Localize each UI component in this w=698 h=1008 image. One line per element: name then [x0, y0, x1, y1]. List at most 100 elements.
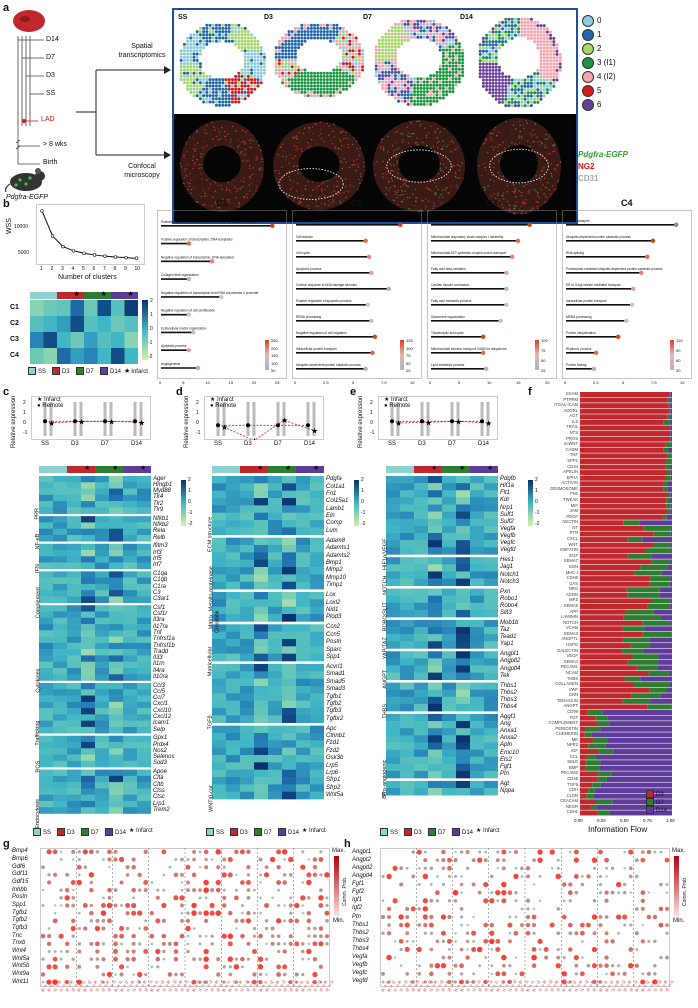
comm-dot: [186, 934, 190, 938]
flow-bar-d3: [580, 631, 643, 637]
flow-bar-d14: [669, 419, 672, 425]
comm-dot: [113, 956, 118, 962]
flow-bar-d14: [659, 587, 672, 593]
lollipop-title: C1: [216, 198, 228, 208]
comm-dot: [301, 942, 305, 946]
heat-cell: [123, 655, 138, 662]
heat-cell: [296, 527, 311, 536]
heat-cell: [456, 547, 471, 555]
heat-cell: [268, 527, 283, 536]
heat-cell: [240, 574, 255, 583]
b-scale-0: 0: [150, 326, 153, 332]
heat-cell: [470, 619, 485, 628]
lollipop-term: MRNA processing: [566, 315, 592, 319]
heat-cell: [386, 588, 401, 596]
heat-cell: [67, 689, 82, 696]
heat-cell: [226, 614, 241, 622]
heat-cell: [43, 300, 57, 316]
heat-cell: [442, 703, 457, 712]
heat-cell: [81, 528, 96, 536]
scale-tick: -2: [188, 521, 193, 527]
flow-bar-d7: [597, 721, 610, 727]
heat-cell: [53, 788, 68, 795]
flow-bar-d14: [670, 436, 672, 442]
legend-remote: ● Remote: [210, 403, 237, 409]
lollipop-scale: 120: [676, 338, 683, 343]
heat-cell: [310, 777, 324, 785]
heat-cell: [53, 760, 68, 768]
lollipop-dot: [363, 238, 368, 243]
comm-dot: [465, 939, 470, 944]
header-cell: [428, 466, 442, 473]
heat-cell: [226, 732, 241, 741]
scale-tick: -2: [361, 521, 366, 527]
heat-cell: [310, 476, 324, 484]
comm-dot: [453, 858, 458, 863]
communication-dot-plot: [380, 848, 670, 987]
ligand-label: Tgfb3: [12, 925, 28, 931]
comm-dot: [434, 890, 440, 896]
heat-cell: [470, 564, 485, 572]
gene-label: Ccl3: [153, 682, 165, 689]
comm-dot: [222, 903, 227, 908]
gene-label: Vegfd: [500, 547, 516, 554]
heat-cell: [226, 693, 241, 701]
comm-dot: [325, 942, 329, 946]
heat-cell: [123, 642, 138, 650]
comm-dot: [398, 938, 404, 944]
flow-bar-d14: [670, 392, 672, 398]
comm-dot: [508, 964, 512, 968]
heat-cell: [428, 504, 443, 512]
heat-cell: [123, 760, 138, 768]
heat-cell: [442, 788, 457, 796]
group-label: BP: [381, 791, 388, 799]
heat-cell: [240, 527, 255, 536]
lollipop-dot: [369, 318, 374, 323]
heat-cell: [84, 332, 98, 348]
heat-cell: [484, 619, 498, 628]
heat-cell: [95, 494, 110, 502]
scale-tick: 0: [188, 499, 191, 505]
group-label: IFN: [34, 564, 41, 574]
heat-cell: [310, 639, 324, 647]
scale-tick: 0: [361, 499, 364, 505]
comm-dot: [41, 957, 45, 961]
comm-dot: [452, 889, 459, 896]
lollipop-scale: 25: [406, 368, 411, 373]
heat-cell: [484, 532, 498, 541]
comm-dot: [313, 934, 317, 939]
xtick: D7: [274, 441, 282, 447]
heat-cell: [268, 678, 283, 687]
comm-dot: [519, 971, 525, 977]
pathway-label: SPP1: [567, 457, 578, 463]
heat-cell: [470, 780, 485, 789]
comm-dot: [143, 926, 149, 931]
lollipop-chart: Positive regulation of transcription fro…: [157, 210, 287, 379]
heat-cell: [95, 769, 110, 777]
heat-cell: [268, 693, 283, 701]
heat-cell: [456, 518, 471, 527]
spatial-heart: [274, 23, 365, 98]
comm-dot: [71, 903, 76, 908]
heat-cell: [400, 703, 415, 712]
heat-cell: [456, 497, 471, 505]
heat-cell: [81, 596, 96, 604]
heat-cell: [212, 700, 227, 709]
comm-dot: [204, 980, 208, 984]
comm-dot: [106, 971, 113, 978]
gene-label: Fgf1: [500, 763, 513, 770]
heat-cell: [484, 749, 498, 757]
comm-dot: [537, 938, 543, 944]
flow-bar-d3: [580, 771, 598, 777]
heat-cell: [254, 537, 269, 546]
heat-cell: [484, 627, 498, 635]
heat-cell: [137, 556, 151, 563]
comm-dot: [526, 898, 531, 903]
heat-cell: [109, 689, 124, 696]
heat-cell: [212, 552, 227, 561]
heat-cell: [442, 518, 457, 527]
heat-cell: [254, 476, 269, 484]
flow-bar-d3: [580, 542, 654, 548]
gene-label: Timp1: [326, 581, 343, 588]
comm-dot: [283, 858, 287, 861]
